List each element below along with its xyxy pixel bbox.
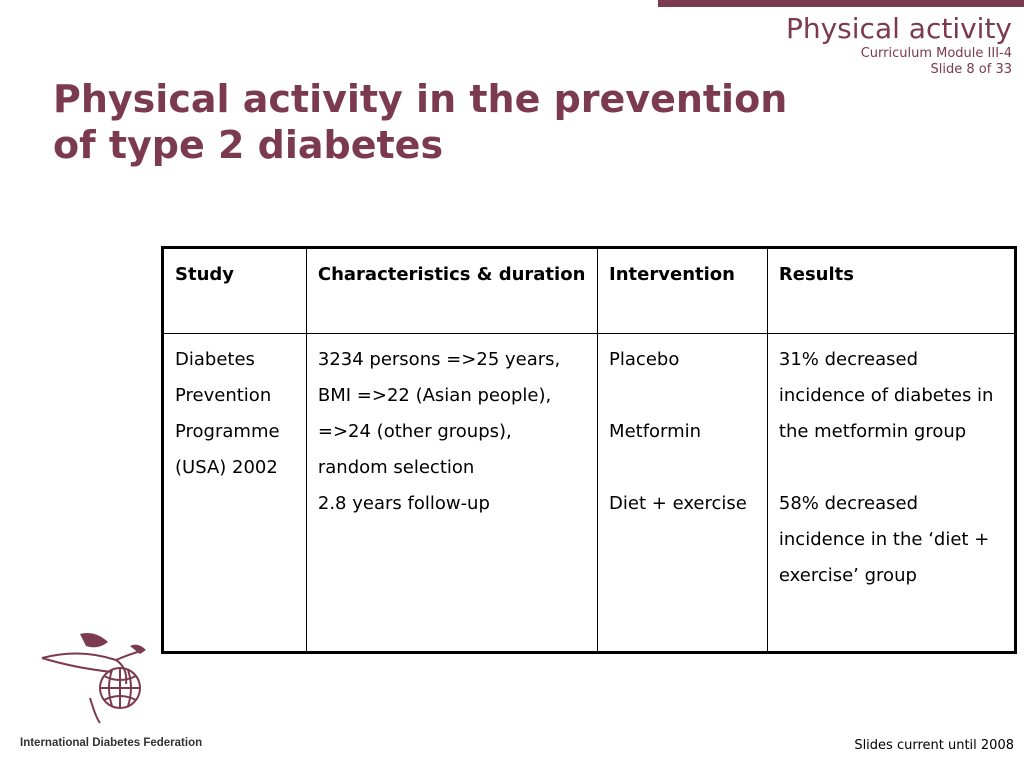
slide-title: Physical activity in the prevention of t… xyxy=(53,76,853,168)
intervention-spacer xyxy=(609,450,757,486)
result-diet-exercise: 58% decreased incidence in the ‘diet + e… xyxy=(778,493,990,586)
result-metformin: 31% decreased incidence of diabetes in t… xyxy=(778,349,994,442)
slide-number: Slide 8 of 33 xyxy=(930,62,1012,77)
idf-hummingbird-logo xyxy=(41,633,146,724)
cell-study: Diabetes Prevention Programme (USA) 2002 xyxy=(162,333,307,653)
table-row: Diabetes Prevention Programme (USA) 2002… xyxy=(162,333,1017,653)
intervention-metformin: Metformin xyxy=(609,421,702,442)
characteristics-text: 3234 persons =>25 years, BMI =>22 (Asian… xyxy=(317,349,561,478)
intervention-diet-exercise: Diet + exercise xyxy=(609,493,747,514)
follow-up-text: 2.8 years follow-up xyxy=(317,493,490,514)
section-title: Physical activity xyxy=(785,12,1012,45)
cell-intervention: Placebo Metformin Diet + exercise xyxy=(597,333,768,653)
footer-note: Slides current until 2008 xyxy=(854,738,1014,753)
table-header-row: Study Characteristics & duration Interve… xyxy=(162,247,1017,334)
intervention-spacer xyxy=(609,378,757,414)
header-intervention: Intervention xyxy=(597,247,768,334)
header-results: Results xyxy=(766,247,1017,334)
slide-title-line-2: of type 2 diabetes xyxy=(53,123,444,167)
cell-results: 31% decreased incidence of diabetes in t… xyxy=(766,333,1017,653)
module-label: Curriculum Module III-4 xyxy=(860,46,1012,61)
study-table: Study Characteristics & duration Interve… xyxy=(161,246,1017,654)
cell-characteristics: 3234 persons =>25 years, BMI =>22 (Asian… xyxy=(305,333,599,653)
logo-text: International Diabetes Federation xyxy=(20,737,203,749)
header-characteristics: Characteristics & duration xyxy=(305,247,599,334)
slide-title-line-1: Physical activity in the prevention xyxy=(53,77,788,121)
header-accent-bar xyxy=(658,0,1024,7)
result-spacer xyxy=(779,450,1004,486)
slide-info: Curriculum Module III-4 Slide 8 of 33 xyxy=(861,46,1012,78)
intervention-placebo: Placebo xyxy=(609,349,680,370)
header-study: Study xyxy=(162,247,307,334)
